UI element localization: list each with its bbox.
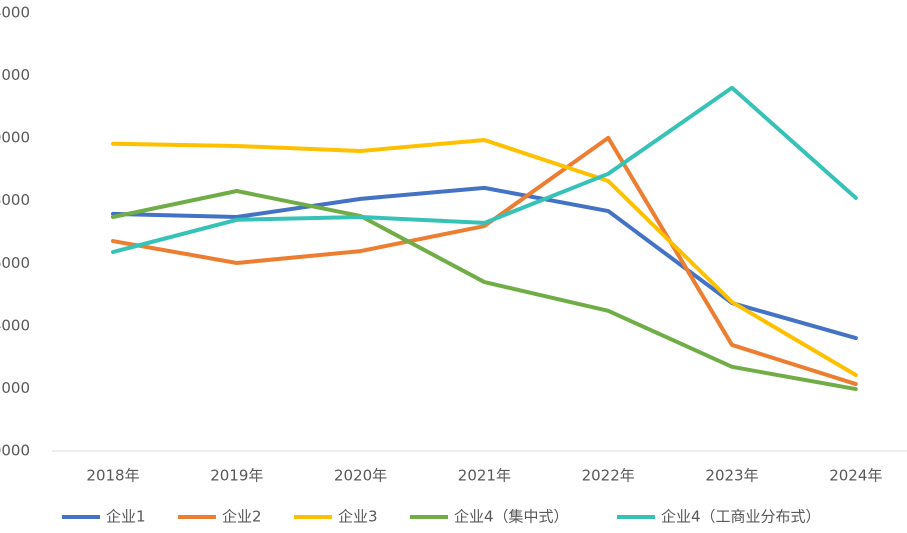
x-tick-label: 2022年 bbox=[582, 467, 635, 485]
legend-label: 企业4（集中式） bbox=[454, 508, 569, 526]
series-line bbox=[111, 185, 858, 341]
x-tick-label: 2020年 bbox=[334, 467, 387, 485]
legend-label: 企业4（工商业分布式） bbox=[661, 508, 821, 526]
legend-label: 企业3 bbox=[338, 508, 378, 526]
y-tick-label: 4000 bbox=[0, 316, 30, 334]
x-tick-label: 2021年 bbox=[458, 467, 511, 485]
series-line bbox=[111, 189, 858, 392]
y-tick-label: 8000 bbox=[0, 191, 30, 209]
y-tick-label: 4000 bbox=[0, 4, 30, 22]
y-tick-label: 2000 bbox=[0, 379, 30, 397]
x-tick-label: 2023年 bbox=[705, 467, 758, 485]
series-line bbox=[111, 85, 858, 255]
x-tick-label: 2024年 bbox=[829, 467, 882, 485]
series-line bbox=[111, 135, 858, 387]
x-tick-label: 2019年 bbox=[210, 467, 263, 485]
y-tick-label: 2000 bbox=[0, 66, 30, 84]
legend-label: 企业2 bbox=[222, 508, 262, 526]
y-tick-label: 6000 bbox=[0, 254, 30, 272]
series-line bbox=[111, 138, 858, 377]
legend-label: 企业1 bbox=[106, 508, 146, 526]
x-tick-label: 2018年 bbox=[86, 467, 139, 485]
